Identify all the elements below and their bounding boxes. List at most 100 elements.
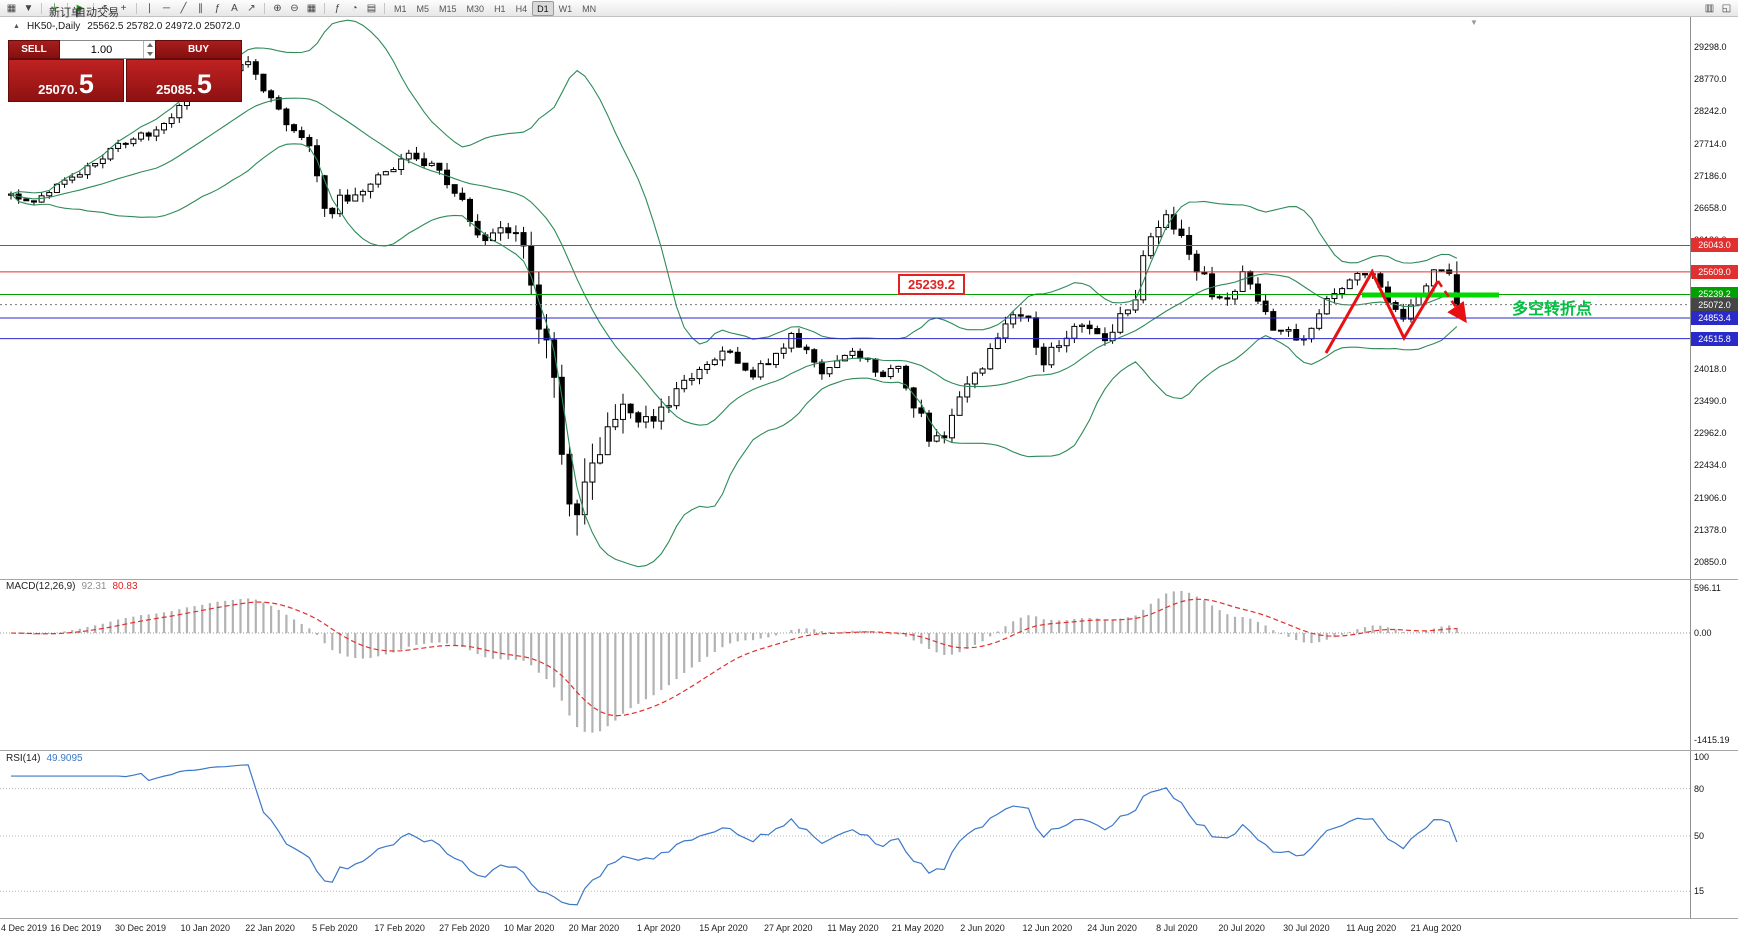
price-tick-label: 20850.0 xyxy=(1694,557,1727,568)
charts-list-button[interactable]: ▥ xyxy=(1701,1,1718,16)
zoom-in-button[interactable]: ⊕ xyxy=(269,1,286,16)
indicators-button[interactable]: ƒ xyxy=(329,1,346,16)
indicators-icon: ƒ xyxy=(334,2,341,14)
macd-label: MACD(12,26,9) 92.31 80.83 xyxy=(6,581,138,592)
equidistant-channel-button[interactable]: ∥ xyxy=(192,1,209,16)
horizontal-line-icon: ─ xyxy=(162,2,171,14)
new-chart-icon: ▦ xyxy=(6,2,17,14)
time-tick-label: 4 Dec 2019 xyxy=(1,923,48,933)
sell-button[interactable]: SELL xyxy=(8,40,60,59)
charts-list-icon: ▥ xyxy=(1704,2,1715,14)
price-level-label[interactable]: 25239.2 xyxy=(898,274,965,295)
price-tick-label: 24018.0 xyxy=(1694,363,1727,374)
price-tick-label: 22434.0 xyxy=(1694,460,1727,471)
cursor-button[interactable]: ↖ xyxy=(98,1,115,16)
price-badge-25072.0: 25072.0 xyxy=(1691,297,1738,312)
crosshair-button[interactable]: + xyxy=(115,1,132,16)
one-click-trading-widget: SELL 1.00 BUY 25070. 5 25085. 5 xyxy=(8,40,242,102)
time-tick-label: 2 Jun 2020 xyxy=(960,923,1005,933)
time-axis: 4 Dec 2019 16 Dec 2019 30 Dec 2019 10 Jan 2… xyxy=(0,919,1738,937)
timeframe-h1-button[interactable]: H1 xyxy=(494,3,506,14)
price-tick-label: 22962.0 xyxy=(1694,428,1727,439)
algo-trading-button[interactable]: ▶ 自动交易 xyxy=(72,1,119,20)
price-scale xyxy=(1690,17,1738,919)
macd-pane xyxy=(0,590,1690,733)
chart-profiles-icon: ▼ xyxy=(23,2,34,14)
turning-point-text[interactable]: 多空转折点 xyxy=(1512,301,1593,318)
timeframe-m5-button[interactable]: M5 xyxy=(416,3,430,14)
timeframe-w1-button[interactable]: W1 xyxy=(558,3,573,14)
time-tick-label: 27 Feb 2020 xyxy=(439,923,490,933)
docking-icon: ◱ xyxy=(1721,2,1732,14)
timeframe-d1-button[interactable]: D1 xyxy=(532,0,554,16)
rsi-name: RSI(14) xyxy=(6,753,41,764)
sell-price: 25070. xyxy=(38,82,78,97)
volume-box: 1.00 xyxy=(60,40,155,59)
text-label-icon: A xyxy=(231,2,238,14)
time-tick-label: 12 Jun 2020 xyxy=(1022,923,1073,933)
macd-tick-label: 0.00 xyxy=(1694,628,1712,639)
price-tick-label: 27186.0 xyxy=(1694,170,1727,181)
time-tick-label: 5 Feb 2020 xyxy=(312,923,358,933)
new-order-button[interactable]: ＋新订单 xyxy=(46,1,82,20)
volume-increase-button[interactable] xyxy=(144,41,155,50)
toolbar-separator xyxy=(41,2,42,14)
time-tick-label: 15 Apr 2020 xyxy=(699,923,748,933)
bollinger-upper-band xyxy=(10,19,1458,345)
periods-button[interactable]: ◔ xyxy=(346,1,363,16)
rsi-tick-label: 50 xyxy=(1694,831,1705,841)
time-tick-label: 1 Apr 2020 xyxy=(636,923,681,933)
rsi-line xyxy=(11,764,1458,906)
timeframe-mn-button[interactable]: MN xyxy=(582,3,597,14)
templates-button[interactable]: ▤ xyxy=(363,1,380,16)
arrow-object-icon: ↗ xyxy=(247,2,256,14)
zoom-out-button[interactable]: ⊖ xyxy=(286,1,303,16)
zigzag-projection-arrow xyxy=(1436,280,1467,324)
timeframe-m15-button[interactable]: M15 xyxy=(439,3,457,14)
price-badge-26043.0: 26043.0 xyxy=(1691,238,1738,253)
new-chart-button[interactable]: ▦ xyxy=(3,1,20,16)
time-tick-label: 22 Jan 2020 xyxy=(245,923,295,933)
trendline-icon: ╱ xyxy=(180,2,187,14)
buy-price-panel[interactable]: 25085. 5 xyxy=(126,59,242,102)
price-tick-label: 21378.0 xyxy=(1694,524,1727,535)
timeframe-m30-button[interactable]: M30 xyxy=(466,3,485,14)
tile-windows-button[interactable]: ▦ xyxy=(303,1,320,16)
arrow-object-button[interactable]: ↗ xyxy=(243,1,260,16)
toolbar-separator xyxy=(93,2,94,14)
macd-signal-value: 80.83 xyxy=(112,581,138,592)
chart-shift-marker-icon[interactable]: ▼ xyxy=(1470,18,1478,27)
volume-decrease-button[interactable] xyxy=(144,50,155,59)
cursor-icon: ↖ xyxy=(102,2,111,14)
trendline-button[interactable]: ╱ xyxy=(175,1,192,16)
macd-signal-line xyxy=(10,598,1457,717)
chart-profiles-button[interactable]: ▼ xyxy=(20,1,37,16)
time-tick-label: 20 Mar 2020 xyxy=(568,923,620,933)
time-tick-label: 21 Aug 2020 xyxy=(1410,923,1462,933)
macd-tick-label: -1415.19 xyxy=(1694,735,1730,745)
one-click-collapse-icon[interactable]: ▲ xyxy=(13,23,20,30)
sell-price-panel[interactable]: 25070. 5 xyxy=(8,59,124,102)
time-tick-label: 27 Apr 2020 xyxy=(763,923,813,933)
toolbar-separator xyxy=(136,2,137,14)
new-order-label: 新订单 xyxy=(49,7,82,19)
toolbar-separator xyxy=(264,2,265,14)
timeframe-h4-button[interactable]: H4 xyxy=(515,3,528,14)
time-tick-label: 11 Aug 2020 xyxy=(1346,923,1397,933)
horizontal-line-button[interactable]: ─ xyxy=(158,1,175,16)
buy-button[interactable]: BUY xyxy=(155,40,242,59)
fibonacci-button[interactable]: ƒ xyxy=(209,1,226,16)
docking-button[interactable]: ◱ xyxy=(1718,1,1735,16)
rsi-tick-label: 100 xyxy=(1694,752,1710,762)
main-chart-pane xyxy=(0,19,1690,568)
new-order-icon: ＋ xyxy=(49,2,60,14)
rsi-tick-label: 15 xyxy=(1694,886,1705,897)
time-tick-label: 11 May 2020 xyxy=(827,923,879,933)
equidistant-channel-icon: ∥ xyxy=(198,2,203,14)
volume-input[interactable]: 1.00 xyxy=(90,43,113,56)
timeframe-m1-button[interactable]: M1 xyxy=(394,3,407,14)
text-label-button[interactable]: A xyxy=(226,1,243,16)
vertical-line-button[interactable]: ∣ xyxy=(141,1,158,16)
chart-header: ▲ HK50-,Daily 25562.5 25782.0 24972.0 25… xyxy=(13,21,240,32)
